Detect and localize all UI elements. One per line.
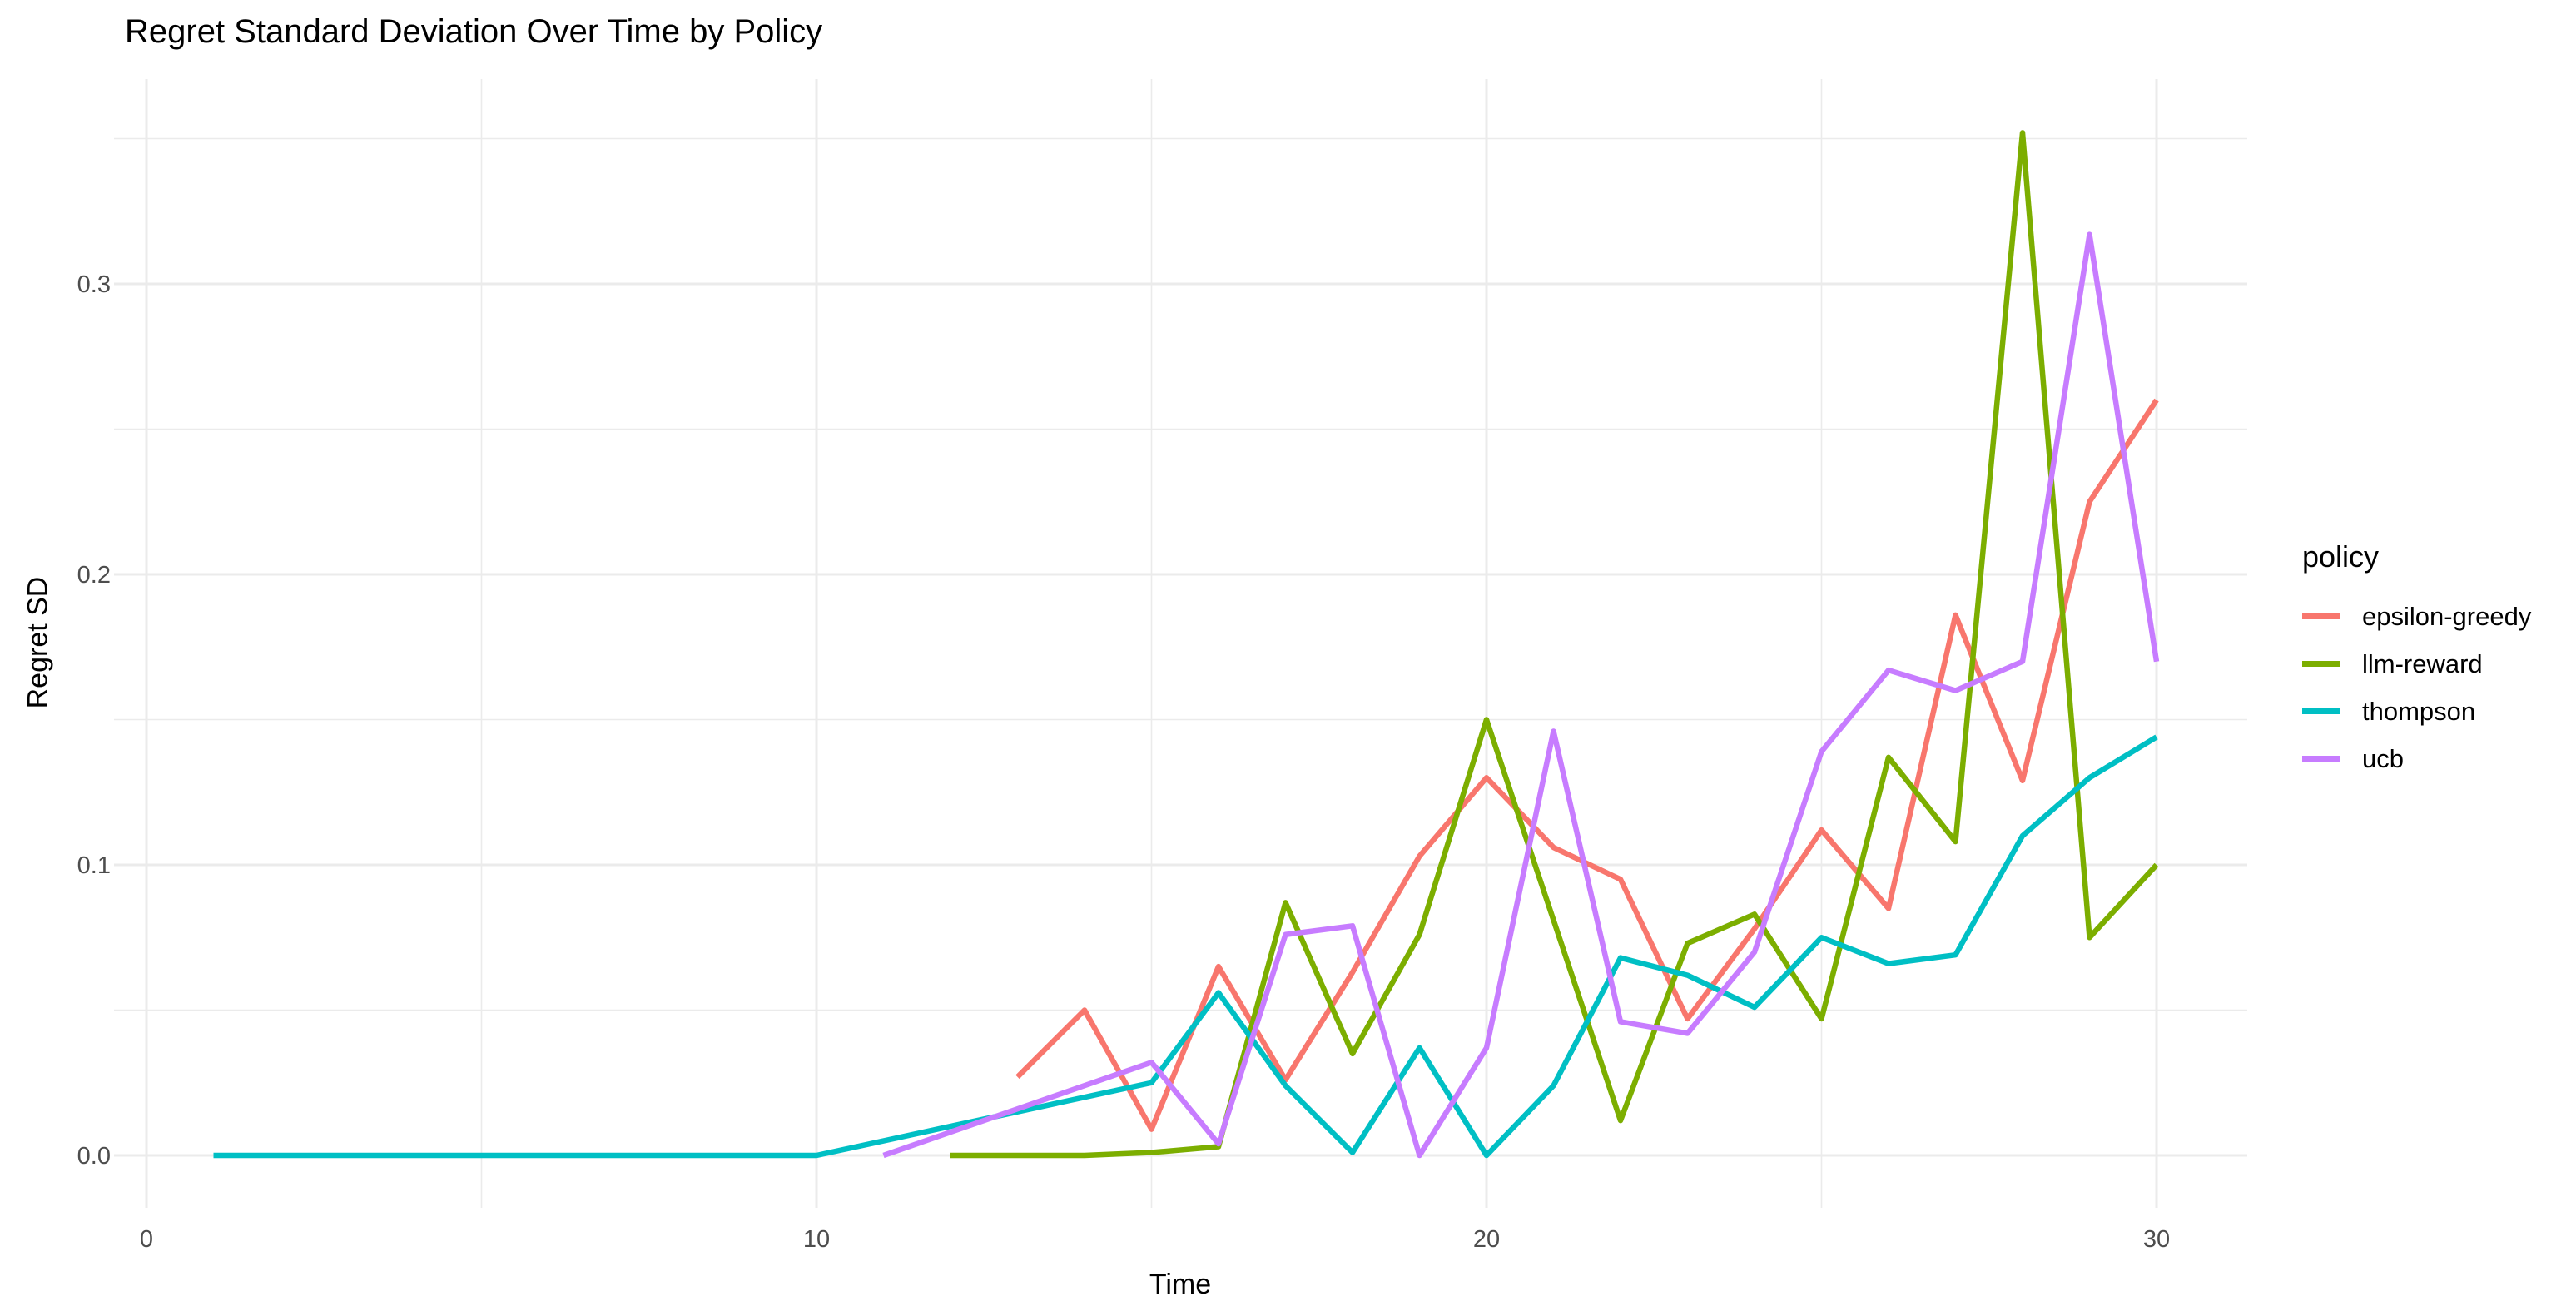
- series-line-thompson: [213, 734, 2158, 1159]
- y-axis-title: Regret SD: [22, 576, 54, 709]
- legend-item-thompson: thompson: [2302, 688, 2531, 735]
- legend-item-ucb: ucb: [2302, 735, 2531, 782]
- legend-label: epsilon-greedy: [2362, 601, 2532, 631]
- legend-title: policy: [2302, 539, 2380, 574]
- legend-items: epsilon-greedy llm-reward thompson ucb: [2302, 593, 2531, 782]
- series-line-llm-reward: [950, 130, 2159, 1159]
- chart-title: Regret Standard Deviation Over Time by P…: [125, 13, 823, 50]
- x-tick-label: 30: [2143, 1226, 2170, 1253]
- series-line-ucb: [882, 231, 2160, 1159]
- x-tick-label: 10: [803, 1226, 830, 1253]
- x-tick-label: 20: [1473, 1226, 1500, 1253]
- legend-label: thompson: [2362, 696, 2476, 726]
- series-line-epsilon-greedy: [1015, 398, 2159, 1132]
- legend-item-epsilon-greedy: epsilon-greedy: [2302, 593, 2531, 640]
- y-tick-label: 0.2: [77, 562, 111, 588]
- x-axis-title: Time: [1149, 1269, 1212, 1300]
- y-tick-label: 0.3: [77, 271, 111, 298]
- legend-key-line-icon: [2302, 661, 2340, 667]
- legend: policy epsilon-greedy llm-reward thompson u…: [2302, 539, 2531, 782]
- legend-key-line-icon: [2302, 756, 2340, 762]
- legend-label: llm-reward: [2362, 648, 2483, 678]
- y-tick-label: 0.0: [77, 1143, 111, 1170]
- x-tick-label: 0: [140, 1226, 153, 1253]
- y-tick-label: 0.1: [77, 852, 111, 879]
- legend-key-line-icon: [2302, 708, 2340, 714]
- legend-item-llm-reward: llm-reward: [2302, 640, 2531, 688]
- legend-key-line-icon: [2302, 613, 2340, 619]
- legend-label: ucb: [2362, 743, 2404, 773]
